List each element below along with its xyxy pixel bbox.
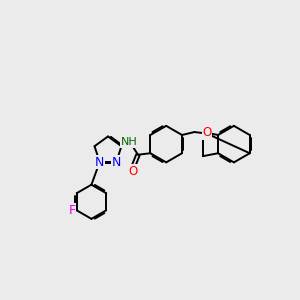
Text: N: N bbox=[112, 155, 121, 169]
Text: F: F bbox=[69, 204, 76, 217]
Text: O: O bbox=[128, 165, 137, 178]
Text: NH: NH bbox=[121, 137, 138, 147]
Text: N: N bbox=[95, 155, 104, 169]
Text: O: O bbox=[202, 126, 212, 140]
